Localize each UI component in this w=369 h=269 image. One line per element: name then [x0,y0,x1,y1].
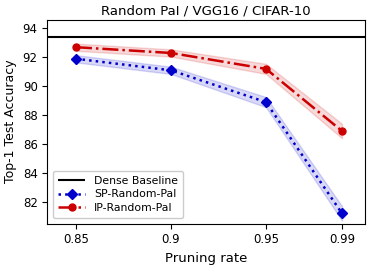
Y-axis label: Top-1 Test Accuracy: Top-1 Test Accuracy [4,60,17,183]
X-axis label: Pruning rate: Pruning rate [165,252,247,265]
IP-Random-PaI [264,67,268,70]
SP-Random-PaI [169,69,173,72]
Line: SP-Random-PaI: SP-Random-PaI [72,55,346,217]
IP-Random-PaI [169,51,173,55]
IP-Random-PaI [340,129,344,133]
SP-Random-PaI [264,101,268,104]
IP-Random-PaI [74,45,78,49]
Line: IP-Random-PaI: IP-Random-PaI [72,44,345,134]
SP-Random-PaI [74,57,78,60]
Legend: Dense Baseline, SP-Random-PaI, IP-Random-PaI: Dense Baseline, SP-Random-PaI, IP-Random… [53,171,183,218]
SP-Random-PaI [340,212,344,215]
Title: Random PaI / VGG16 / CIFAR-10: Random PaI / VGG16 / CIFAR-10 [101,4,311,17]
